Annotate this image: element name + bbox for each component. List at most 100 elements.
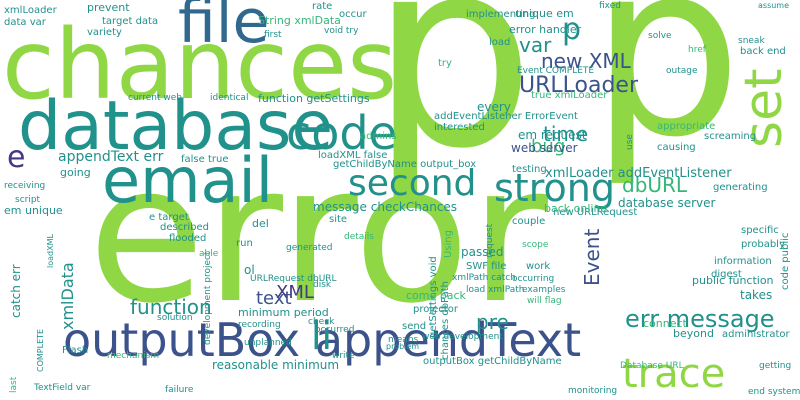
word-occur: occur: [339, 9, 367, 20]
word-flooded: flooded: [169, 233, 207, 244]
word-outputbox-getchildbyname: outputBox getChildByName: [423, 356, 562, 367]
word-em-request: em request: [518, 128, 587, 142]
word-generating: generating: [713, 182, 768, 193]
word-site: site: [329, 214, 348, 225]
word-function-getsettings: function getSettings: [258, 92, 370, 105]
word-failure: failure: [165, 385, 194, 395]
word-message-checkchances: message checkChances: [313, 200, 458, 214]
word-receiving: receiving: [4, 181, 46, 191]
word-xmlloader-top: xmlLoader: [4, 5, 57, 16]
word-pre: pre: [476, 310, 509, 334]
word-public-function: public function: [692, 274, 774, 287]
word-catch-err: catch err: [9, 264, 23, 318]
word-screaming: screaming: [704, 131, 757, 142]
word-details: details: [344, 232, 374, 242]
word-prevent: prevent: [87, 1, 130, 14]
word-minimum-period: minimum period: [238, 306, 329, 319]
word-send: send: [402, 321, 427, 332]
word-urlloader: URLLoader: [519, 73, 639, 98]
word-connect: connect: [643, 317, 687, 330]
word-new-urlrequest: new URLRequest: [553, 207, 638, 218]
word-data-var: data var: [4, 17, 46, 28]
word-trace: trace: [622, 351, 726, 397]
word-xmldata: xmlData: [58, 262, 77, 330]
word-email: email: [102, 144, 273, 217]
word-occurring: occurring: [512, 274, 555, 284]
word-database-server: database server: [618, 196, 716, 210]
word-testing: testing: [512, 164, 547, 175]
word-error-handler: error handler: [509, 23, 582, 36]
word-xmlloader-addeventlistener: xmlLoader addEventListener: [545, 166, 732, 181]
word-ol: ol: [244, 263, 255, 277]
word-means: means: [388, 335, 419, 345]
word-database: database: [18, 87, 334, 166]
word-mechanism: mechanism: [107, 351, 160, 361]
word-monitoring: monitoring: [568, 386, 618, 396]
word-beyond: beyond: [673, 327, 714, 340]
word-event: Event: [580, 228, 604, 286]
word-loadxml-false: loadXML false: [318, 150, 388, 161]
word-administrator: administrator: [722, 329, 790, 340]
word-able: able: [199, 249, 219, 259]
word-try: try: [438, 58, 452, 69]
word-interested: interested: [434, 122, 485, 133]
word-unique-em: unique em: [515, 7, 574, 20]
word-p-left: p: [370, 0, 536, 206]
word-function: function: [130, 295, 212, 319]
word-void-try: void try: [324, 26, 359, 36]
word-identical: identical: [210, 93, 249, 103]
word-load-xmlpath: load xmlPath: [466, 285, 525, 295]
word-string-xmldata: String xmlData: [258, 14, 341, 27]
word-li: li: [311, 314, 333, 358]
word-file: file: [178, 0, 270, 57]
word-problem: problem: [386, 342, 420, 351]
word-p-right: p: [590, 0, 743, 190]
word-event-complete: Event COMPLETE: [517, 66, 595, 76]
word-target-data: target data: [102, 16, 159, 27]
word-couple: couple: [512, 216, 546, 227]
word-del: del: [252, 217, 269, 230]
word-digest: digest: [711, 269, 742, 280]
word-takes: takes: [740, 288, 773, 302]
word-xmlpath-catch: xmlPath catch: [452, 273, 516, 283]
word-complete: COMPLETE: [36, 328, 45, 372]
word-e-target: e target: [149, 212, 189, 223]
word-swf-file: SWF file: [466, 261, 507, 272]
word-disk: disk: [313, 280, 332, 290]
word-outage: outage: [666, 66, 698, 76]
word-described: described: [160, 222, 209, 233]
word-occurred: occurred: [315, 325, 355, 335]
word-err-message: err message: [625, 305, 775, 333]
word-getting: getting: [759, 361, 792, 371]
word-work: work: [526, 261, 551, 272]
word-error: error: [88, 124, 548, 345]
word-solution: solution: [157, 313, 193, 323]
word-recording: recording: [238, 320, 281, 330]
word-flash: Flash: [62, 345, 89, 356]
word-getchildbyname-output-box: getChildByName output_box: [333, 159, 477, 170]
word-projector: projector: [413, 304, 458, 315]
word-script: script: [15, 195, 41, 205]
word-variety: variety: [87, 27, 122, 38]
word-load: load: [489, 37, 511, 48]
word-appropriate: appropriate: [657, 121, 716, 132]
word-specific: specific: [741, 225, 779, 236]
word-reasonable-minimum: reasonable minimum: [212, 358, 340, 372]
word-e-left: e: [7, 140, 26, 175]
word-textfield-var: TextField var: [34, 383, 91, 393]
word-information: information: [714, 256, 772, 267]
word-loadxml: loadXML: [46, 234, 55, 268]
word-run: run: [236, 238, 253, 249]
word-bug: bug: [531, 136, 566, 157]
word-rate: rate: [312, 1, 333, 12]
word-come-back: come back: [406, 289, 466, 302]
word-addeventlistener-errorevent: addEventListener ErrorEvent: [434, 111, 578, 122]
word-write: write: [332, 351, 355, 361]
word-generated: generated: [286, 243, 333, 253]
word-passed: passed: [461, 245, 504, 259]
word-will-flag: will flag: [527, 296, 562, 306]
word-em-unique: em unique: [4, 204, 63, 217]
word-p-small: p: [562, 12, 582, 47]
word-check: check: [308, 317, 335, 327]
